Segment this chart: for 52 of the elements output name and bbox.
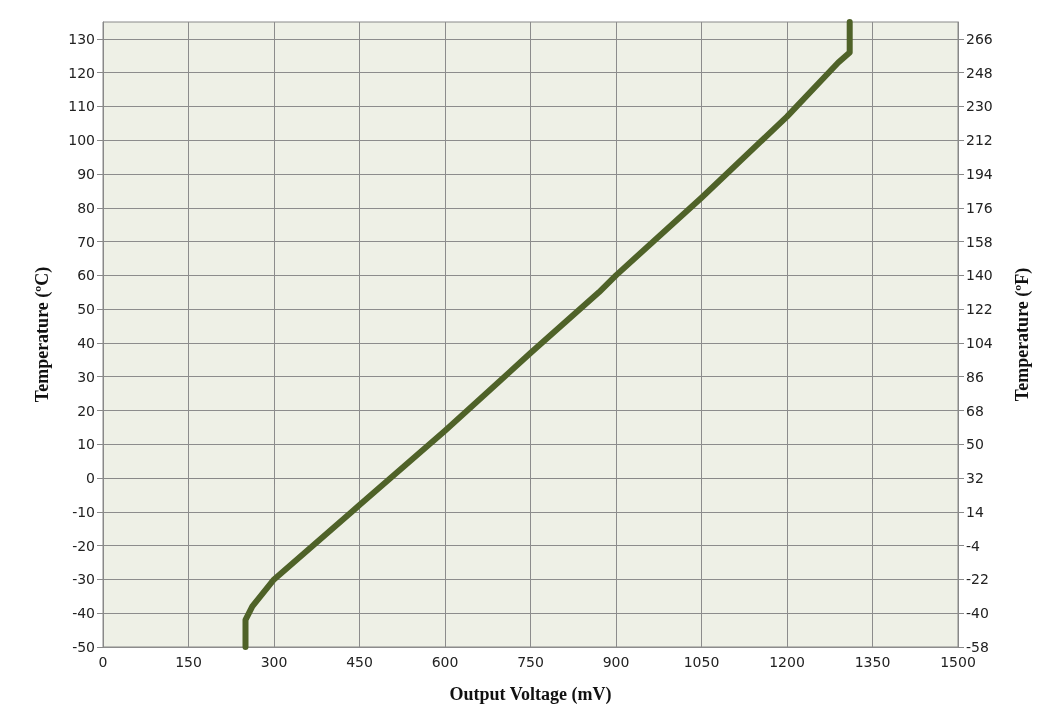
- y-tick-label: 30: [77, 368, 95, 385]
- y2-tick-label: 266: [966, 30, 993, 47]
- y2-tick-label: -58: [966, 639, 989, 655]
- x-tick-label: 300: [260, 654, 288, 670]
- y-tick-label: 100: [68, 132, 95, 149]
- y2-tick-label: 50: [966, 436, 984, 453]
- y-tick-label: -40: [72, 605, 95, 622]
- y2-tick-label: 212: [966, 132, 993, 149]
- y-tick-label: 70: [77, 233, 95, 250]
- y-tick-label: 80: [77, 199, 95, 216]
- y2-tick-label: 14: [966, 503, 984, 520]
- x-tick-label: 1500: [940, 654, 976, 670]
- y-tick-label: 110: [68, 98, 95, 115]
- y-tick-label: 40: [77, 334, 95, 351]
- y2-tick-label: 104: [966, 334, 993, 351]
- y2-tick-label: 86: [966, 368, 984, 385]
- y2-tick-label: 176: [966, 199, 993, 216]
- x-tick-label: 600: [431, 654, 459, 670]
- x-tick-label: 450: [346, 654, 373, 670]
- y-tick-label: 90: [77, 166, 95, 183]
- x-tick-label: 1350: [854, 654, 891, 670]
- y-tick-label: 0: [86, 470, 95, 487]
- x-tick-label: 750: [517, 654, 544, 670]
- y-tick-label: -30: [72, 571, 95, 588]
- y2-tick-label: -4: [966, 537, 981, 554]
- y-tick-label: 120: [68, 64, 95, 81]
- y-axis-title: Temperature (ºC): [32, 266, 53, 403]
- y2-tick-label: 68: [966, 402, 984, 419]
- y-tick-label: -10: [72, 503, 95, 520]
- x-tick-label: 150: [175, 654, 202, 670]
- y2-tick-label: 32: [966, 470, 984, 487]
- x-tick-label: 1200: [769, 654, 805, 670]
- x-tick-label: 1050: [683, 654, 720, 670]
- y-tick-label: 20: [77, 402, 95, 419]
- y-tick-label: 130: [68, 30, 95, 47]
- y2-axis-title: Temperature (ºF): [1012, 267, 1033, 402]
- y-tick-label: 50: [77, 301, 95, 318]
- y-tick-label: 10: [77, 436, 95, 453]
- y-tick-label: 60: [77, 267, 95, 284]
- x-tick-label: 0: [98, 654, 108, 670]
- y2-tick-label: -22: [966, 571, 989, 588]
- y2-tick-label: 158: [966, 233, 993, 250]
- y2-tick-label: 122: [966, 301, 993, 318]
- x-axis-title: Output Voltage (mV): [449, 684, 612, 705]
- y2-tick-label: 230: [966, 98, 993, 115]
- y-tick-label: -50: [72, 639, 95, 655]
- y2-tick-label: 248: [966, 64, 993, 81]
- y-tick-label: -20: [72, 537, 95, 554]
- y2-tick-label: -40: [966, 605, 989, 622]
- y2-tick-label: 194: [966, 166, 993, 183]
- x-tick-label: 900: [602, 654, 630, 670]
- y2-tick-label: 140: [966, 267, 993, 284]
